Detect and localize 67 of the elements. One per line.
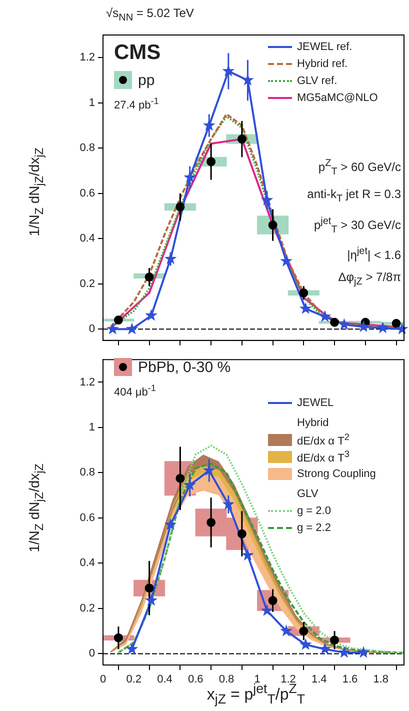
point xyxy=(338,646,350,658)
x-tick-label: 0.6 xyxy=(188,674,204,686)
annotation: Δφ$_{jZ}$ > 7/8π xyxy=(337,269,401,290)
x-tick-label: 0.8 xyxy=(218,674,234,686)
point xyxy=(299,638,312,650)
y-tick-label: 1 xyxy=(88,96,95,109)
y-tick-label: 0.4 xyxy=(80,557,95,570)
point xyxy=(299,302,312,314)
y-tick-label: 0.2 xyxy=(80,278,95,290)
x-tick-label: 1 xyxy=(254,674,260,686)
point xyxy=(106,322,119,334)
annotation: |η$^{jet}$| < 1.6 xyxy=(346,245,401,264)
y-tick-label: 0 xyxy=(88,323,95,336)
legend-label: Hybrid ref. xyxy=(297,58,348,70)
x-tick-label: 1.4 xyxy=(311,674,327,686)
point xyxy=(280,254,292,266)
legend-label: PbPb, 0-30 % xyxy=(138,358,231,376)
legend-label: g = 2.2 xyxy=(297,522,331,534)
legend-label: MG5aMC@NLO xyxy=(297,92,378,104)
point xyxy=(357,320,370,332)
y-tick-label: 1.2 xyxy=(80,52,95,64)
legend-label: g = 2.0 xyxy=(297,504,331,516)
point xyxy=(330,318,340,327)
point xyxy=(145,594,158,606)
point xyxy=(280,624,292,636)
point xyxy=(318,310,332,322)
point xyxy=(260,604,274,616)
point xyxy=(242,548,254,561)
point xyxy=(164,518,177,530)
point xyxy=(338,318,350,330)
legend-label: JEWEL ref. xyxy=(297,40,352,52)
annotation: Hybrid xyxy=(296,416,330,430)
y-tick-label: 0.8 xyxy=(80,466,95,479)
point xyxy=(126,322,138,334)
annotation: GLV xyxy=(296,486,320,502)
annotation: 27.4 pb$^{-1}$ xyxy=(114,96,160,112)
y-tick-label: 1 xyxy=(88,422,95,434)
chart-title: √s$_{NN}$ = 5.02 TeV xyxy=(106,6,194,24)
legend-label: dE/dx α T$^{2}$ xyxy=(297,432,350,448)
legend-label: dE/dx α T$^{3}$ xyxy=(297,448,350,464)
point xyxy=(126,642,138,654)
x-tick-label: 1.8 xyxy=(373,674,388,686)
y-tick-label: 0.4 xyxy=(80,232,95,245)
legend-label: JEWEL xyxy=(297,396,334,408)
y-tick-label: 1.2 xyxy=(80,376,95,388)
y-tick-label: 0.2 xyxy=(80,602,95,614)
annotation: p$^{jet}$$_{T}$ > 30 GeV/c xyxy=(312,214,401,238)
annotation: p$^{Z}$$_{T}$ > 60 GeV/c xyxy=(317,157,401,180)
legend-label: Strong Coupling xyxy=(297,468,376,480)
point xyxy=(114,316,123,325)
x-tick-label: 0.2 xyxy=(126,674,142,686)
x-tick-label: 0 xyxy=(100,674,106,686)
x-tick-label: 0.4 xyxy=(157,674,172,686)
y-tick-label: 0.8 xyxy=(80,142,95,154)
legend-label: pp xyxy=(138,72,155,88)
point xyxy=(318,642,332,654)
point xyxy=(145,309,158,321)
point xyxy=(376,321,389,334)
point xyxy=(357,646,370,658)
legend-label: GLV ref. xyxy=(297,74,338,86)
y-tick-label: 0.6 xyxy=(80,187,95,200)
y-tick-label: 0.6 xyxy=(80,512,95,524)
y-tick-label: 0 xyxy=(88,648,95,660)
annotation: CMS xyxy=(114,41,161,65)
annotation: 404 μb$^{-1}$ xyxy=(114,383,158,399)
annotation: anti-k$_{T}$ jet R = 0.3 xyxy=(307,186,401,207)
x-tick-label: 1.6 xyxy=(342,674,358,686)
